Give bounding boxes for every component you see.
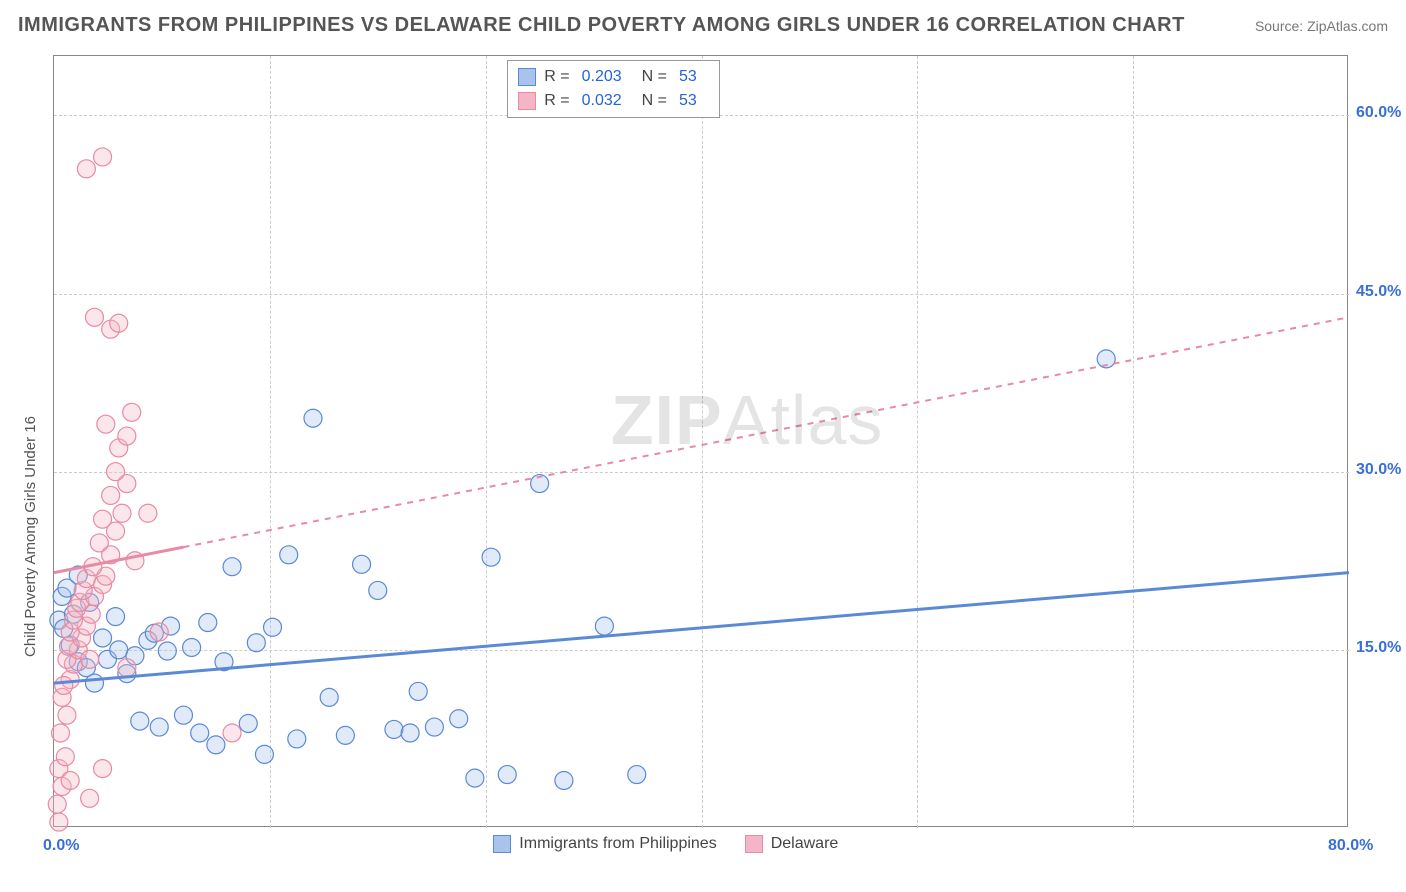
chart-title: IMMIGRANTS FROM PHILIPPINES VS DELAWARE … <box>18 14 1185 37</box>
y-axis-label: Child Poverty Among Girls Under 16 <box>22 416 39 657</box>
legend-item: Immigrants from Philippines <box>493 835 716 853</box>
legend-n-label: N = <box>642 92 667 110</box>
legend-label: Delaware <box>771 835 839 852</box>
legend-swatch <box>518 68 536 86</box>
plot-area: ZIPAtlas R =0.203N =53R =0.032N =53 <box>53 55 1348 827</box>
series-legend: Immigrants from Philippines Delaware <box>493 835 838 853</box>
y-axis-tick: 30.0% <box>1356 461 1401 479</box>
x-axis-tick-min: 0.0% <box>43 837 79 855</box>
legend-n-value: 53 <box>679 92 697 110</box>
y-axis-tick: 60.0% <box>1356 104 1401 122</box>
legend-swatch <box>518 92 536 110</box>
legend-r-value: 0.032 <box>582 92 622 110</box>
y-axis-tick: 45.0% <box>1356 283 1401 301</box>
legend-row: R = 0.203 N = 53 <box>518 65 709 89</box>
y-axis-tick: 15.0% <box>1356 639 1401 657</box>
legend-r-value: 0.203 <box>582 68 622 86</box>
legend-swatch <box>493 835 511 853</box>
legend-r-label: R = <box>544 68 569 86</box>
correlation-legend: R = 0.203 N = 53 R = 0.032 N = 53 <box>507 60 720 118</box>
legend-item: Delaware <box>745 835 839 853</box>
legend-n-value: 53 <box>679 68 697 86</box>
source-attribution: Source: ZipAtlas.com <box>1255 18 1388 34</box>
x-axis-tick-max: 80.0% <box>1328 837 1373 855</box>
chart-canvas <box>54 56 1349 828</box>
legend-n-label: N = <box>642 68 667 86</box>
legend-label: Immigrants from Philippines <box>519 835 716 852</box>
legend-row: R = 0.032 N = 53 <box>518 89 709 113</box>
legend-swatch <box>745 835 763 853</box>
legend-r-label: R = <box>544 92 569 110</box>
